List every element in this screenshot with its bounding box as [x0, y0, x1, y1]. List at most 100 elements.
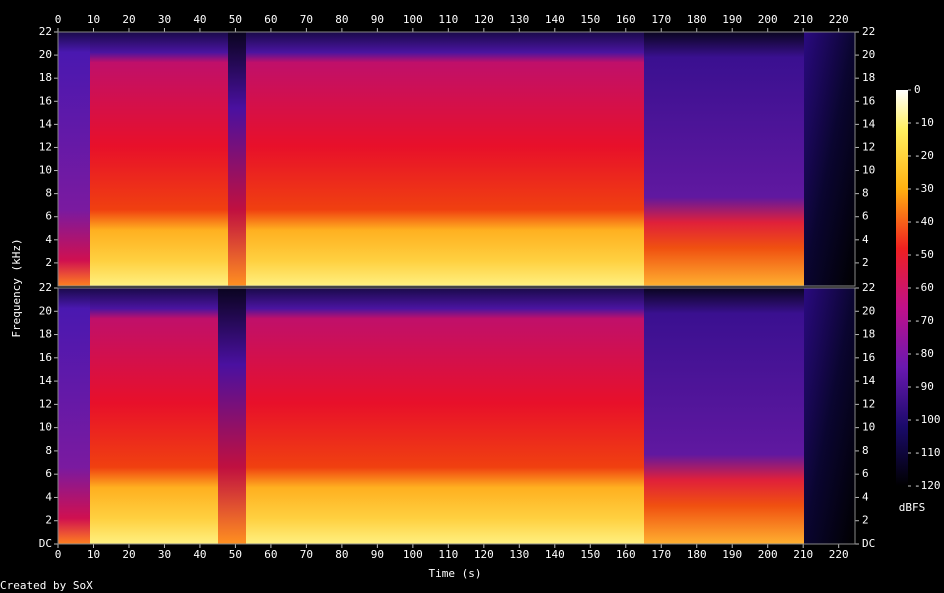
colorbar-tick-label: -10 [914, 116, 934, 129]
colorbar [896, 90, 908, 486]
x-tick-label: 60 [264, 548, 277, 561]
y-axis-label: Frequency (kHz) [10, 238, 23, 337]
y-tick-label-right: 10 [862, 421, 875, 434]
y-tick-label-right: 8 [862, 444, 869, 457]
region [228, 32, 246, 286]
x-tick-label: 160 [616, 548, 636, 561]
x-tick-label-top: 50 [229, 13, 242, 26]
colorbar-tick-label: -120 [914, 479, 941, 492]
x-tick-label: 10 [87, 548, 100, 561]
x-tick-label: 190 [722, 548, 742, 561]
y-tick-label-right: 18 [862, 328, 875, 341]
colorbar-label: dBFS [899, 501, 926, 514]
colorbar-tick-label: -30 [914, 182, 934, 195]
y-tick-label: 12 [39, 140, 52, 153]
y-tick-label-right: 22 [862, 281, 875, 294]
x-tick-label-top: 90 [371, 13, 384, 26]
plot-frame [57, 287, 856, 545]
x-tick-label-top: 160 [616, 13, 636, 26]
y-tick-label-right: 22 [862, 25, 875, 38]
y-tick-label: 18 [39, 71, 52, 84]
region [218, 288, 246, 544]
y-tick-label-right: 4 [862, 233, 869, 246]
y-tick-label: 14 [39, 117, 53, 130]
y-tick-label: 4 [45, 490, 52, 503]
x-tick-label: 200 [758, 548, 778, 561]
x-tick-label-top: 170 [651, 13, 671, 26]
colorbar-tick-label: -100 [914, 413, 941, 426]
y-tick-label-right: 14 [862, 117, 876, 130]
colorbar-tick-label: 0 [914, 83, 921, 96]
y-tick-label-right: 12 [862, 140, 875, 153]
y-tick-label: 6 [45, 210, 52, 223]
x-tick-label-top: 120 [474, 13, 494, 26]
region [90, 288, 218, 544]
x-tick-label: 130 [509, 548, 529, 561]
x-tick-label: 140 [545, 548, 565, 561]
region [644, 288, 804, 544]
y-tick-label-right: 16 [862, 94, 875, 107]
colorbar-tick-label: -50 [914, 248, 934, 261]
x-tick-label: 210 [793, 548, 813, 561]
x-tick-label: 120 [474, 548, 494, 561]
y-tick-label: 20 [39, 304, 52, 317]
x-tick-label-top: 150 [580, 13, 600, 26]
x-tick-label-top: 60 [264, 13, 277, 26]
footer: Created by SoX [0, 579, 93, 592]
y-tick-label-right: 8 [862, 187, 869, 200]
y-tick-label-right: 2 [862, 256, 869, 269]
plot-frame [57, 31, 856, 287]
x-tick-label-top: 110 [438, 13, 458, 26]
channel-2-image [58, 288, 855, 544]
region [804, 288, 855, 544]
y-tick-label: 2 [45, 514, 52, 527]
y-tick-label-right: 4 [862, 490, 869, 503]
colorbar-tick-label: -110 [914, 446, 941, 459]
x-tick-label: 180 [687, 548, 707, 561]
y-tick-label: 6 [45, 467, 52, 480]
x-tick-label: 100 [403, 548, 423, 561]
y-tick-label: 22 [39, 281, 52, 294]
x-tick-label: 50 [229, 548, 242, 561]
y-tick-label-right: 12 [862, 397, 875, 410]
y-tick-label: 8 [45, 444, 52, 457]
x-tick-label: 170 [651, 548, 671, 561]
region [644, 32, 804, 286]
x-tick-label-top: 10 [87, 13, 100, 26]
y-tick-label: 2 [45, 256, 52, 269]
region [90, 32, 228, 286]
y-tick-label: 16 [39, 94, 52, 107]
x-tick-label: 90 [371, 548, 384, 561]
x-tick-label-top: 130 [509, 13, 529, 26]
colorbar-tick-label: -20 [914, 149, 934, 162]
x-tick-label-top: 190 [722, 13, 742, 26]
region [58, 288, 90, 544]
spectrogram-image [58, 32, 855, 544]
y-tick-label: 10 [39, 164, 52, 177]
colorbar-tick-label: -60 [914, 281, 934, 294]
x-tick-label: 0 [55, 548, 62, 561]
x-tick-label: 70 [300, 548, 313, 561]
y-tick-label-right: 20 [862, 304, 875, 317]
y-tick-label-right: DC [862, 537, 875, 550]
channel-1-image [58, 32, 855, 286]
colorbar-tick-label: -40 [914, 215, 934, 228]
x-tick-label-top: 100 [403, 13, 423, 26]
x-tick-label: 220 [829, 548, 849, 561]
colorbar-tick-label: -90 [914, 380, 934, 393]
x-tick-label: 110 [438, 548, 458, 561]
y-tick-label-right: 6 [862, 210, 869, 223]
y-tick-label: 12 [39, 397, 52, 410]
region [804, 32, 855, 286]
y-tick-label-right: 14 [862, 374, 876, 387]
x-tick-label-top: 200 [758, 13, 778, 26]
x-tick-label: 80 [335, 548, 348, 561]
x-tick-label-top: 0 [55, 13, 62, 26]
y-tick-label: 8 [45, 187, 52, 200]
y-tick-label: 20 [39, 48, 52, 61]
x-tick-label-top: 80 [335, 13, 348, 26]
x-tick-label: 150 [580, 548, 600, 561]
y-tick-label-right: 18 [862, 71, 875, 84]
